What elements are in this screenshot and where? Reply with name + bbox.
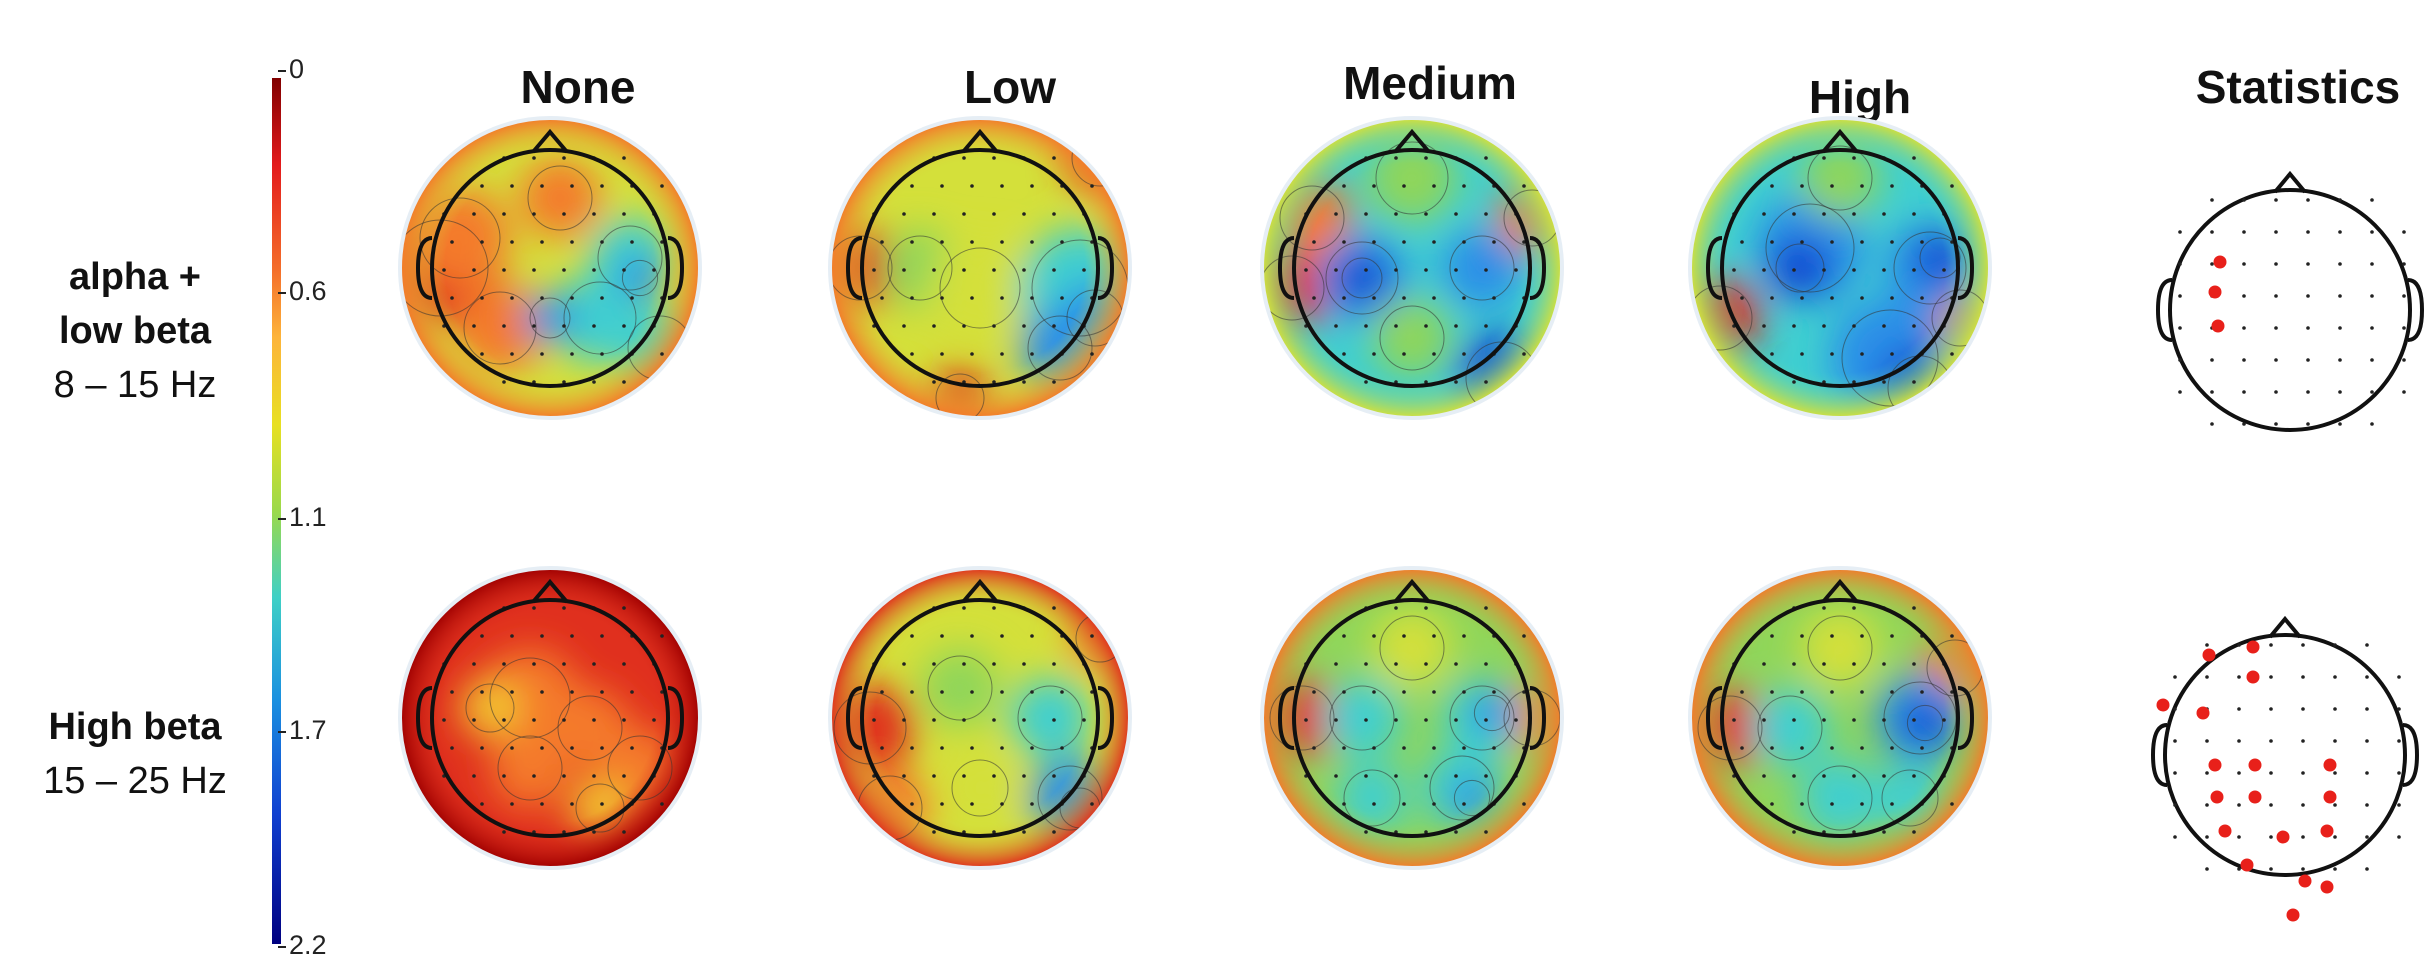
- column-title-medium: Medium: [1343, 57, 1517, 109]
- colorbar: [272, 78, 281, 944]
- colorbar-tick-1: 0.6: [278, 276, 327, 307]
- column-title-low: Low: [964, 61, 1056, 113]
- topomap: [1688, 116, 1992, 420]
- topomap: [398, 116, 702, 420]
- row-label-high-beta: High beta 15 – 25 Hz: [20, 700, 250, 808]
- significant-electrode: [2320, 880, 2334, 894]
- topomap: [1260, 566, 1564, 870]
- significant-electrode: [2248, 790, 2262, 804]
- significant-electrode: [2323, 758, 2337, 772]
- significant-electrode: [2240, 858, 2254, 872]
- row-label-alpha-low-beta: alpha + low beta 8 – 15 Hz: [20, 250, 250, 412]
- significant-electrode: [2202, 648, 2216, 662]
- significant-electrode: [2286, 908, 2300, 922]
- topomap: [1260, 116, 1564, 420]
- significant-electrode: [2218, 824, 2232, 838]
- topomap: [828, 566, 1132, 870]
- significant-electrode: [2246, 670, 2260, 684]
- topomap: [828, 116, 1132, 420]
- row-label-line: 15 – 25 Hz: [43, 760, 227, 802]
- column-title-none: None: [520, 61, 636, 113]
- column-title-statistics: Statistics: [2195, 61, 2401, 113]
- row-label-line: High beta: [48, 706, 222, 748]
- row-label-line: alpha +: [69, 256, 201, 298]
- significant-electrode: [2213, 255, 2227, 269]
- colorbar-tick-3: 1.7: [278, 715, 327, 746]
- significant-electrode: [2210, 790, 2224, 804]
- significant-electrode: [2298, 874, 2312, 888]
- statistics-map-high-beta: [2150, 615, 2420, 922]
- significant-electrode: [2246, 640, 2260, 654]
- colorbar-tick-4: 2.2: [278, 930, 327, 961]
- significant-electrode: [2248, 758, 2262, 772]
- topomap: [1688, 566, 1992, 870]
- significant-electrode: [2156, 698, 2170, 712]
- topomap: [398, 566, 702, 870]
- statistics-map-alpha-low-beta: [2155, 170, 2425, 432]
- colorbar-tick-0: 0: [278, 54, 304, 85]
- significant-electrode: [2323, 790, 2337, 804]
- row-label-line: low beta: [58, 310, 212, 352]
- significant-electrode: [2320, 824, 2334, 838]
- significant-electrode: [2208, 758, 2222, 772]
- significant-electrode: [2211, 319, 2225, 333]
- colorbar-tick-2: 1.1: [278, 502, 327, 533]
- significant-electrode: [2208, 285, 2222, 299]
- significant-electrode: [2276, 830, 2290, 844]
- significant-electrode: [2196, 706, 2210, 720]
- column-title-high: High: [1808, 71, 1912, 123]
- row-label-line: 8 – 15 Hz: [53, 364, 217, 406]
